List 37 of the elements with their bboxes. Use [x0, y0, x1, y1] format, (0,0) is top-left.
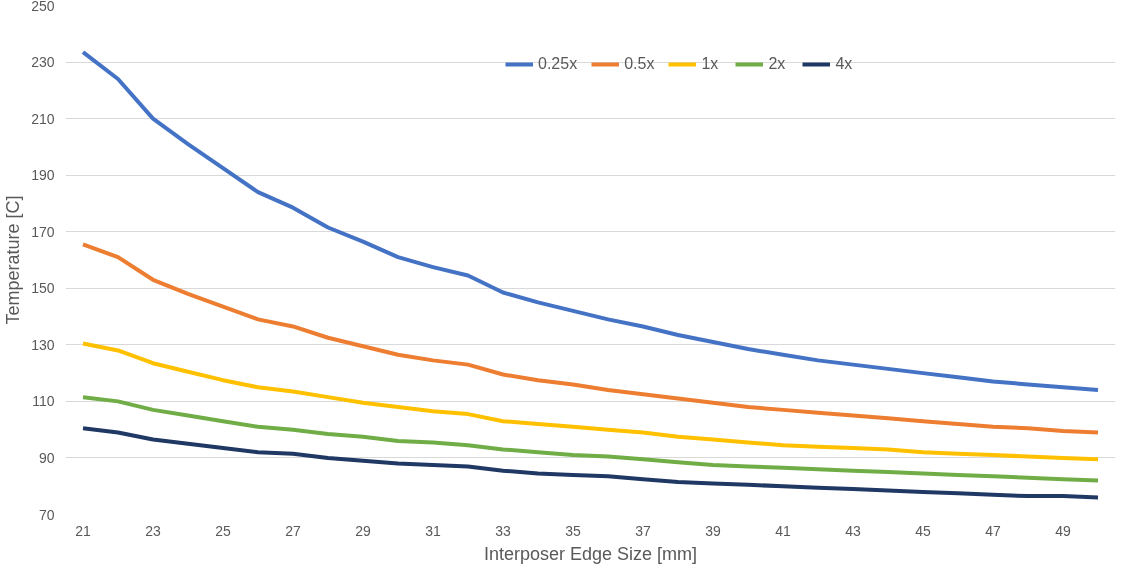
x-tick-label: 39 [705, 522, 721, 539]
x-tick-label: 41 [775, 522, 791, 539]
y-tick-label: 110 [32, 393, 55, 410]
line-series [81, 242, 1100, 435]
y-tick-label: 170 [31, 223, 55, 240]
y-axis-title: Temperature [C] [3, 195, 24, 325]
legend-label: 1x [701, 55, 720, 73]
y-tick-label: 70 [38, 506, 55, 523]
y-tick-label: 190 [31, 167, 55, 184]
x-tick-label: 25 [215, 522, 231, 539]
legend-label: 0.25x [538, 55, 578, 73]
x-tick-label: 47 [985, 522, 1001, 539]
line-series [81, 50, 1100, 393]
y-tick-label: 130 [31, 336, 55, 353]
x-tick-label: 49 [1055, 522, 1071, 539]
y-tick-label: 230 [31, 54, 55, 71]
x-tick-label: 27 [285, 522, 301, 539]
legend-label: 4x [835, 55, 854, 73]
y-tick-label: 210 [31, 110, 55, 127]
y-tick-label: 90 [38, 449, 55, 466]
x-tick-label: 43 [845, 522, 861, 539]
line-series [81, 341, 1100, 462]
x-axis-title: Interposer Edge Size [mm] [483, 543, 698, 564]
line-series [81, 395, 1100, 483]
x-tick-label: 23 [145, 522, 161, 539]
x-tick-label: 31 [425, 522, 441, 539]
x-tick-label: 29 [355, 522, 371, 539]
x-tick-label: 35 [565, 522, 581, 539]
y-tick-label: 150 [31, 280, 55, 297]
x-tick-label: 37 [635, 522, 651, 539]
legend-label: 0.5x [624, 55, 655, 73]
x-tick-label: 21 [75, 522, 91, 539]
legend-label: 2x [768, 55, 787, 73]
y-tick-label: 250 [31, 0, 55, 14]
x-tick-label: 45 [915, 522, 931, 539]
x-tick-label: 33 [495, 522, 511, 539]
line-series [81, 426, 1100, 500]
